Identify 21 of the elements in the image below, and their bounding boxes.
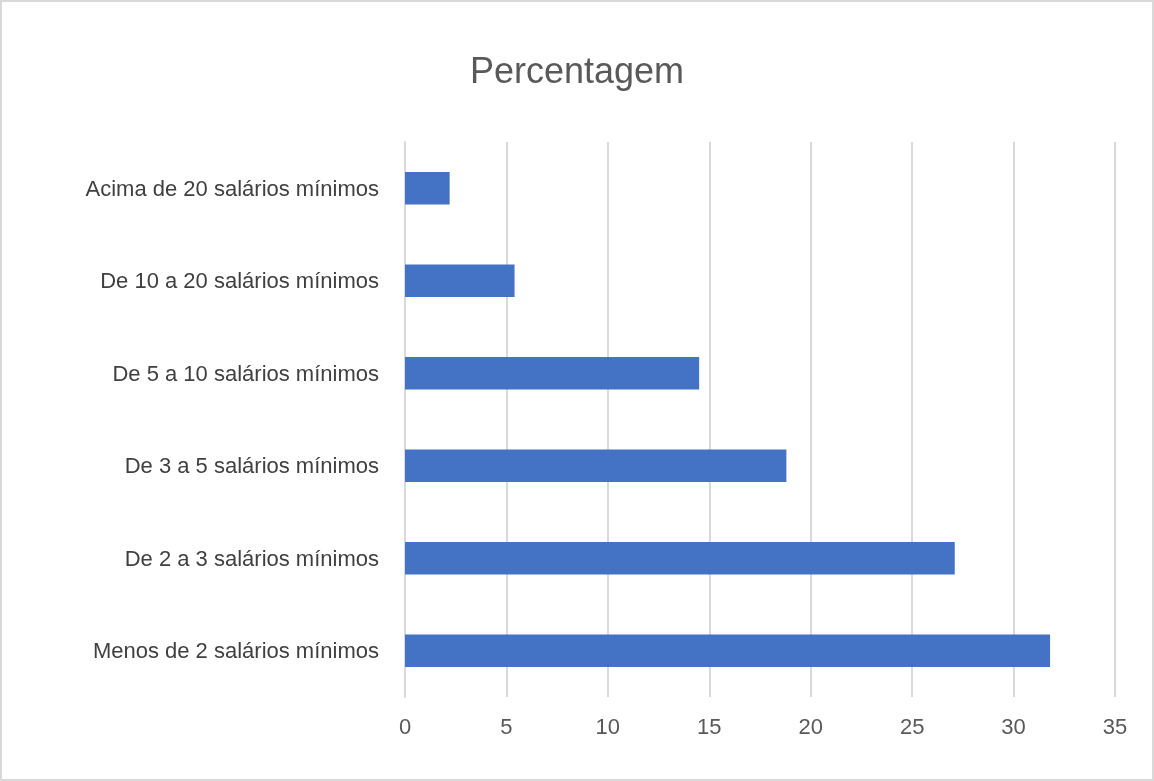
y-tick-label: Acima de 20 salários mínimos (85, 175, 379, 201)
bar (405, 172, 450, 205)
y-tick-label: De 2 a 3 salários mínimos (124, 545, 379, 571)
chart-title: Percentagem (469, 49, 685, 91)
bar (405, 264, 515, 297)
x-tick-label: 15 (697, 713, 722, 739)
y-tick-label: De 10 a 20 salários mínimos (100, 268, 379, 294)
y-tick-label: De 3 a 5 salários mínimos (124, 453, 379, 479)
x-tick-label: 30 (1001, 713, 1026, 739)
bar (405, 449, 787, 482)
bar (405, 357, 700, 390)
x-tick-label: 10 (595, 713, 621, 739)
bar (405, 634, 1051, 667)
x-tick-label: 0 (398, 713, 412, 739)
y-tick-label: Menos de 2 salários mínimos (92, 638, 379, 664)
y-tick-label: De 5 a 10 salários mínimos (112, 360, 379, 386)
bar (405, 542, 955, 575)
x-tick-label: 20 (798, 713, 823, 739)
x-tick-label: 5 (500, 713, 513, 739)
x-tick-label: 35 (1102, 713, 1128, 739)
x-tick-label: 25 (899, 713, 925, 739)
